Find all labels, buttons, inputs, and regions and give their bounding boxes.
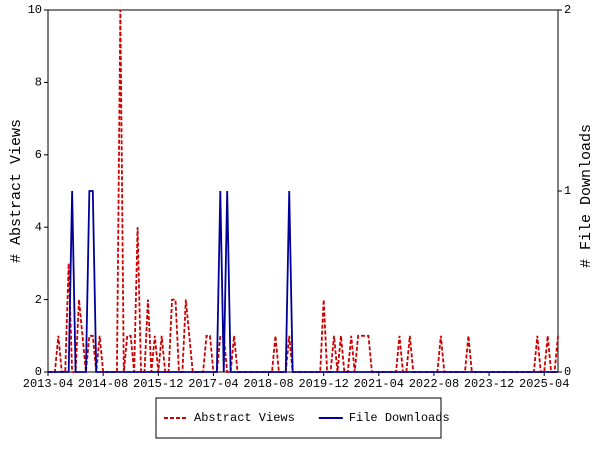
y-tick-label: 8 bbox=[35, 76, 42, 90]
y2-tick-label: 2 bbox=[564, 3, 571, 17]
legend-label: File Downloads bbox=[349, 411, 450, 425]
x-tick-label: 2021-04 bbox=[354, 377, 404, 391]
x-tick-label: 2025-04 bbox=[519, 377, 569, 391]
y2-axis-title: # File Downloads bbox=[578, 124, 595, 268]
x-tick-label: 2018-08 bbox=[243, 377, 293, 391]
legend-box bbox=[155, 397, 442, 439]
y-tick-label: 10 bbox=[28, 3, 42, 17]
x-tick-label: 2019-12 bbox=[298, 377, 348, 391]
y2-tick-label: 1 bbox=[564, 184, 571, 198]
x-tick-label: 2022-08 bbox=[409, 377, 459, 391]
series-line bbox=[48, 9, 559, 373]
x-tick-label: 2023-12 bbox=[464, 377, 514, 391]
y-tick-label: 0 bbox=[35, 365, 42, 379]
x-tick-label: 2014-08 bbox=[78, 377, 128, 391]
y-axis-title: # Abstract Views bbox=[8, 119, 25, 263]
y-tick-label: 2 bbox=[35, 293, 42, 307]
y-tick-label: 4 bbox=[35, 220, 42, 234]
x-tick-label: 2017-04 bbox=[188, 377, 238, 391]
series-line bbox=[48, 190, 558, 373]
x-tick-label: 2015-12 bbox=[133, 377, 183, 391]
y-tick-label: 6 bbox=[35, 148, 42, 162]
plot-frame bbox=[47, 9, 559, 373]
legend-label: Abstract Views bbox=[194, 411, 295, 425]
y2-tick-label: 0 bbox=[564, 365, 571, 379]
x-tick-label: 2013-04 bbox=[23, 377, 73, 391]
